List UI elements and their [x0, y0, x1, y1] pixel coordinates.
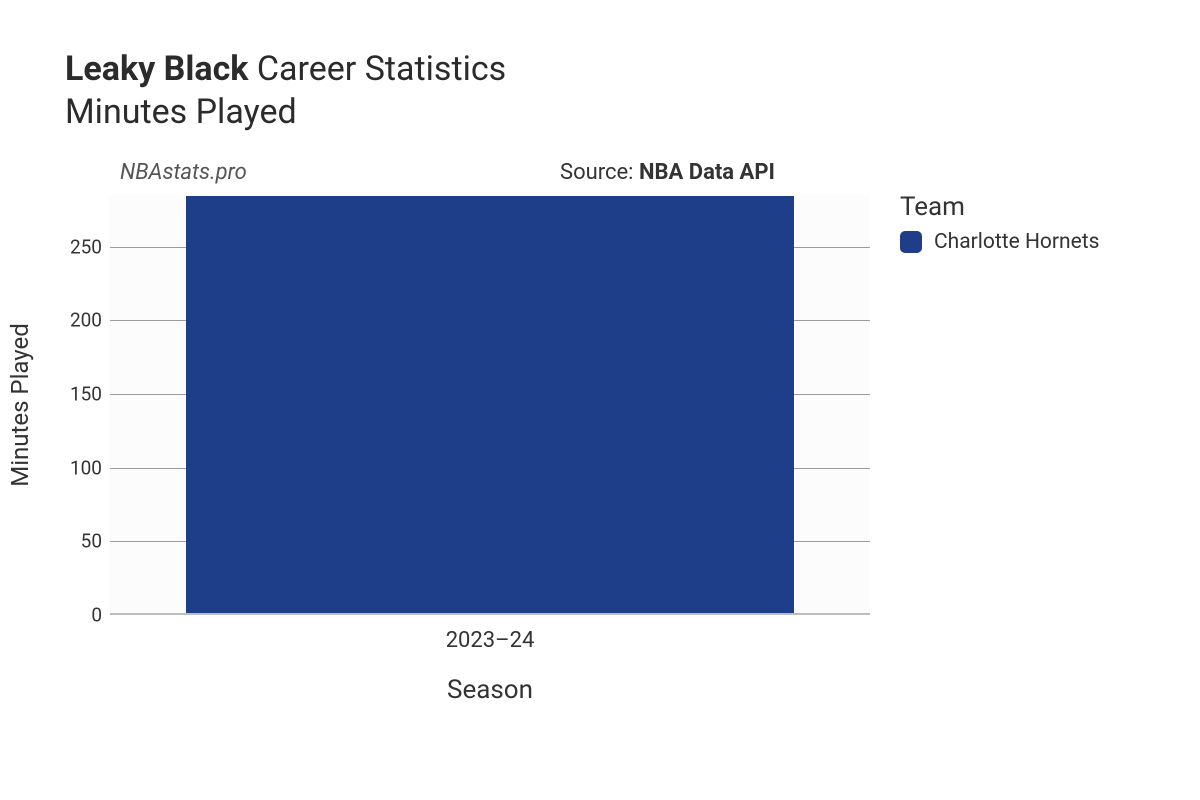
watermark-text: NBAstats.pro [120, 160, 247, 185]
title-suffix: Career Statistics [248, 49, 506, 89]
title-block: Leaky Black Career Statistics Minutes Pl… [65, 48, 506, 133]
y-tick-label: 250 [60, 235, 102, 258]
legend-title: Team [900, 192, 1099, 222]
y-tick-label: 100 [60, 456, 102, 479]
y-tick-label: 150 [60, 382, 102, 405]
x-tick-label: 2023–24 [446, 628, 535, 653]
bar [186, 196, 794, 613]
player-name: Leaky Black [65, 49, 248, 89]
source-prefix: Source: [560, 160, 639, 185]
y-axis-title: Minutes Played [6, 323, 34, 487]
title-subtitle: Minutes Played [65, 91, 506, 134]
y-tick-label: 0 [60, 604, 102, 627]
legend-label: Charlotte Hornets [934, 230, 1099, 254]
chart-container: Leaky Black Career Statistics Minutes Pl… [0, 0, 1200, 800]
y-tick-label: 200 [60, 309, 102, 332]
plot-area [110, 195, 870, 615]
legend-swatch [900, 231, 922, 253]
title-line-1: Leaky Black Career Statistics [65, 48, 506, 91]
y-tick-label: 50 [60, 530, 102, 553]
x-axis-title: Season [110, 675, 870, 705]
source-name: NBA Data API [639, 160, 775, 185]
source-attribution: Source: NBA Data API [560, 160, 775, 185]
legend-item: Charlotte Hornets [900, 230, 1099, 254]
legend: Team Charlotte Hornets [900, 192, 1099, 254]
